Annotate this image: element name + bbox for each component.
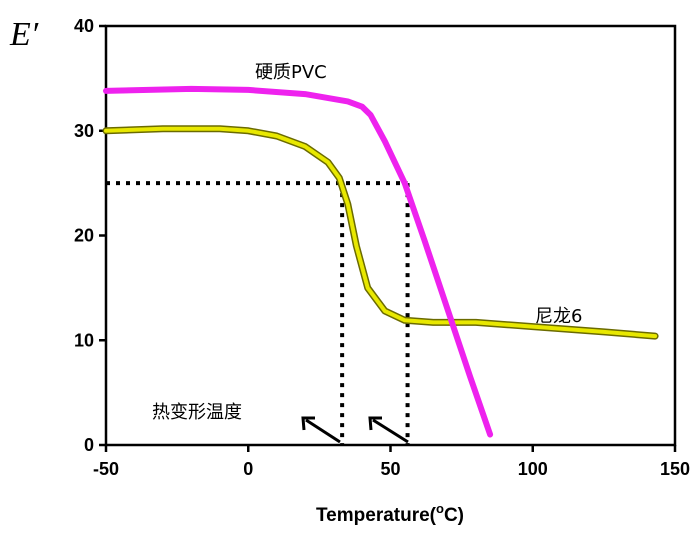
nylon6-line: [104, 126, 658, 339]
x-tick-label: -50: [93, 459, 119, 479]
y-tick-label: 40: [74, 16, 94, 36]
y-tick-label: 20: [74, 226, 94, 246]
y-tick-label: 10: [74, 330, 94, 350]
x-tick-label: 150: [660, 459, 690, 479]
y-axis: 0 10 20 30 40: [74, 16, 106, 455]
y-tick-label: 30: [74, 121, 94, 141]
x-tick-label: 50: [380, 459, 400, 479]
pvc-line: [103, 85, 494, 438]
x-tick-label: 100: [518, 459, 548, 479]
arrow-left-icon: [301, 416, 341, 444]
pvc-series-label: 硬质PVC: [255, 62, 327, 83]
nylon-series-label: 尼龙6: [535, 306, 582, 327]
heat-deflection-temperature-label: 热变形温度: [152, 402, 242, 423]
arrow-right-icon: [368, 416, 409, 444]
heat-deflection-reference-lines: [106, 181, 410, 445]
x-axis-title: Temperature(oC): [316, 501, 464, 526]
series-layer: [102, 85, 659, 438]
x-tick-label: 0: [243, 459, 253, 479]
y-axis-title: E′: [9, 16, 39, 53]
x-axis: -50 0 50 100 150: [93, 445, 690, 479]
y-tick-label: 0: [84, 435, 94, 455]
